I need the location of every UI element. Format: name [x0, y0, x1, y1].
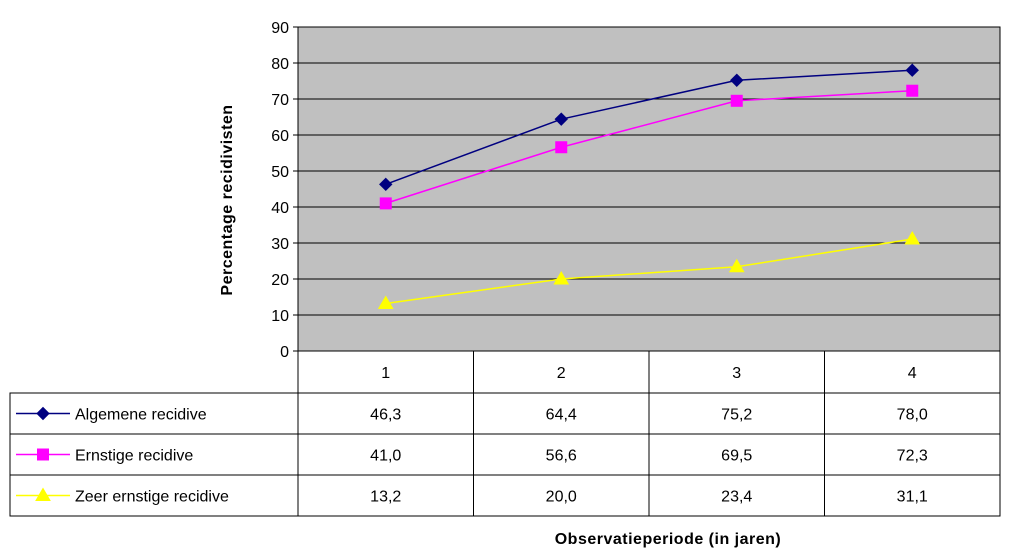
- series-line: [385, 238, 913, 305]
- data-value-label: 75,2: [721, 407, 752, 424]
- data-value-label: 31,1: [897, 489, 928, 506]
- data-value-label: 78,0: [897, 407, 928, 424]
- data-point: [377, 295, 394, 309]
- table-row: [9, 474, 1001, 517]
- legend-key-marker: [35, 487, 51, 501]
- y-tick-label: 30: [271, 236, 289, 253]
- series-line: [385, 89, 913, 205]
- y-tick-label: 20: [271, 272, 289, 289]
- data-point: [730, 94, 743, 107]
- data-value-label: 13,2: [370, 489, 401, 506]
- x-tick-label: 4: [908, 365, 917, 382]
- data-point: [555, 141, 568, 154]
- legend-key-marker: [37, 448, 49, 461]
- data-value-label: 23,4: [721, 489, 752, 506]
- data-point: [905, 63, 919, 77]
- x-tick-label: 3: [732, 365, 741, 382]
- data-point: [728, 258, 745, 273]
- y-axis-title: Percentage recidivisten: [219, 104, 236, 295]
- y-tick-label: 50: [271, 164, 289, 181]
- x-axis-title: Observatieperiode (in jaren): [555, 531, 782, 548]
- legend-label: Algemene recidive: [75, 407, 207, 424]
- legend-label: Zeer ernstige recidive: [75, 489, 229, 506]
- y-tick-label: 10: [271, 308, 289, 325]
- series-line: [385, 69, 913, 186]
- data-point: [379, 177, 393, 192]
- x-tick-label: 2: [557, 365, 566, 382]
- y-tick-label: 70: [271, 92, 289, 109]
- data-point: [906, 84, 919, 97]
- y-tick-label: 40: [271, 200, 289, 217]
- legend-key-marker: [36, 406, 50, 421]
- data-point: [554, 112, 568, 126]
- data-value-label: 46,3: [370, 407, 401, 424]
- y-tick-label: 60: [271, 128, 289, 145]
- y-tick-label: 80: [271, 56, 289, 73]
- data-point: [730, 73, 744, 87]
- data-value-label: 69,5: [721, 448, 752, 465]
- data-value-label: 20,0: [546, 489, 577, 506]
- data-value-label: 72,3: [897, 448, 928, 465]
- data-point: [553, 271, 570, 285]
- data-value-label: 56,6: [546, 448, 577, 465]
- plot-area: [297, 26, 1001, 352]
- legend-label: Ernstige recidive: [75, 448, 193, 465]
- data-value-label: 64,4: [546, 407, 577, 424]
- y-tick-label: 0: [280, 344, 289, 361]
- data-point: [379, 197, 392, 210]
- y-tick-label: 90: [271, 20, 289, 37]
- x-tick-label: 1: [381, 365, 390, 382]
- data-point: [904, 231, 921, 245]
- data-value-label: 41,0: [370, 448, 401, 465]
